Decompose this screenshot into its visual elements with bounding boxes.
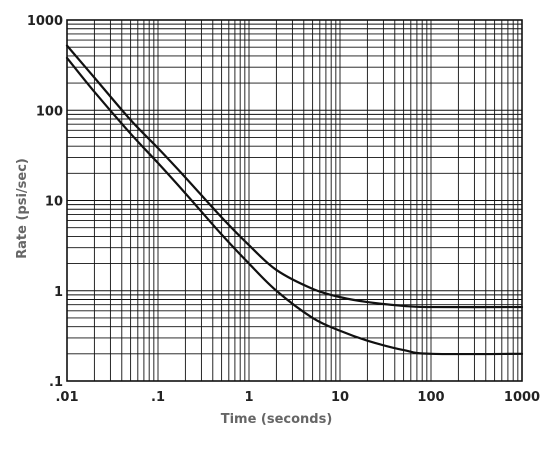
series-line-2 <box>65 56 524 356</box>
x-tick-label: 1000 <box>504 390 540 405</box>
x-tick-label: .1 <box>151 390 165 405</box>
x-tick-label: .01 <box>55 390 78 405</box>
x-tick-label: 100 <box>417 390 444 405</box>
y-tick-label: 100 <box>36 104 63 119</box>
y-tick-label: .1 <box>49 375 63 390</box>
x-axis-label: Time (seconds) <box>221 412 333 427</box>
y-tick-label: 1000 <box>27 14 63 29</box>
y-tick-label: 1 <box>54 285 63 300</box>
x-tick-label: 1 <box>244 390 253 405</box>
series-line-1 <box>65 44 524 309</box>
plot-frame <box>66 19 523 382</box>
y-axis-label: Rate (psi/sec) <box>15 158 30 259</box>
series-layer <box>65 44 524 356</box>
grid <box>66 20 522 382</box>
y-tick-label: 10 <box>45 195 63 210</box>
x-tick-label: 10 <box>331 390 349 405</box>
